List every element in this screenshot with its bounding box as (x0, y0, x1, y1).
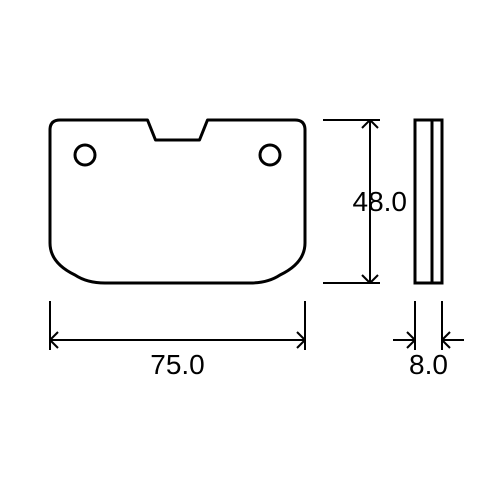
drawing-svg: 75.0 48.0 8.0 (0, 0, 500, 500)
height-dimension: 48.0 (323, 120, 407, 283)
mounting-hole-left (75, 145, 95, 165)
mounting-hole-right (260, 145, 280, 165)
width-dimension: 75.0 (50, 301, 305, 380)
side-friction-material (415, 120, 432, 283)
thickness-dimension: 8.0 (393, 301, 464, 380)
width-value: 75.0 (150, 349, 205, 380)
brake-pad-front-view (50, 120, 305, 283)
brake-pad-side-view (415, 120, 442, 283)
technical-drawing: 75.0 48.0 8.0 (0, 0, 500, 500)
height-value: 48.0 (353, 186, 408, 217)
thickness-value: 8.0 (409, 349, 448, 380)
